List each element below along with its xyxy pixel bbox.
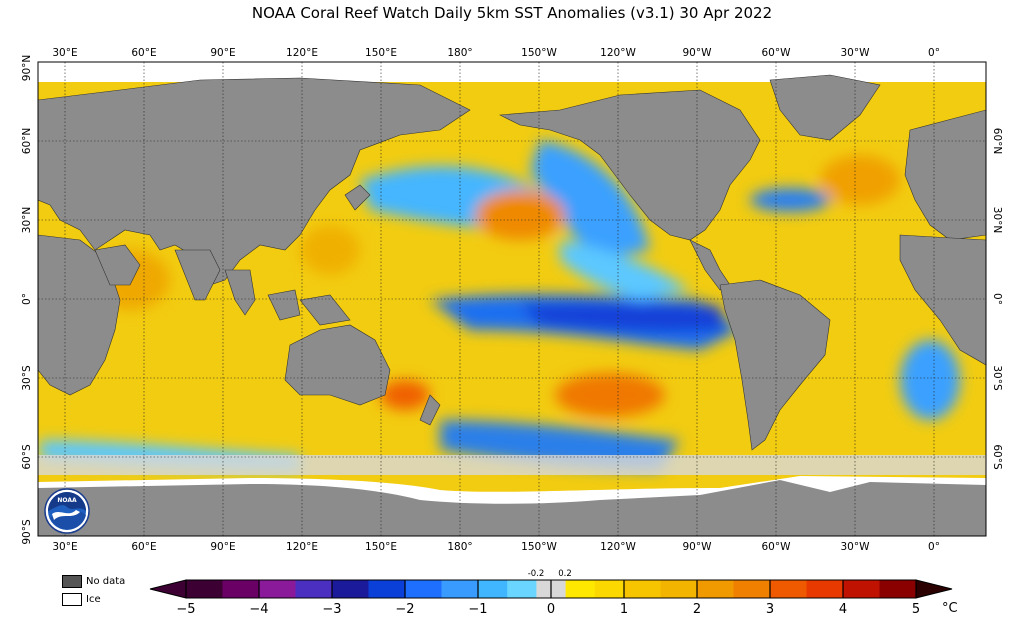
ice-label: Ice — [86, 594, 101, 605]
noaa-logo: NOAA — [44, 488, 90, 534]
nodata-label: No data — [86, 576, 126, 587]
lon-label: 60°E — [131, 47, 156, 59]
graticule — [38, 62, 986, 536]
lon-label: 30°W — [841, 541, 871, 553]
lon-label: 90°W — [683, 541, 713, 553]
latitude-labels-right: 60°N 30°N 0° 30°S 60°S — [991, 128, 1003, 470]
lat-label: 60°N — [991, 128, 1003, 154]
legend-nodata: No data — [62, 575, 125, 588]
lon-label: 150°W — [521, 47, 557, 59]
map-title: NOAA Coral Reef Watch Daily 5km SST Anom… — [251, 4, 773, 22]
ice-swatch — [62, 593, 82, 606]
lon-label: 180° — [447, 541, 472, 553]
longitude-labels-top: 30°E 60°E 90°E 120°E 150°E 180° 150°W 12… — [52, 47, 940, 59]
lon-label: 120°E — [286, 47, 318, 59]
lat-label: 90°N — [21, 55, 33, 81]
lon-label: 150°W — [521, 541, 557, 553]
lat-label: 0° — [991, 293, 1003, 305]
lon-label: 60°W — [762, 541, 792, 553]
lon-label: 90°E — [210, 47, 235, 59]
lon-label: 150°E — [365, 541, 397, 553]
lon-label: 30°E — [52, 47, 77, 59]
lon-label: 180° — [447, 47, 472, 59]
land-masses — [38, 74, 986, 451]
lon-label: 120°E — [286, 541, 318, 553]
lon-label: 30°W — [841, 47, 871, 59]
lat-label: 90°S — [21, 519, 33, 545]
lat-label: 30°S — [991, 365, 1003, 391]
longitude-labels-bottom: 30°E 60°E 90°E 120°E 150°E 180° 150°W 12… — [52, 541, 940, 553]
lon-label: 0° — [928, 47, 940, 59]
lat-label: 30°S — [21, 365, 33, 391]
lat-label: 60°S — [991, 444, 1003, 470]
lon-label: 90°W — [683, 47, 713, 59]
map-frame — [37, 61, 987, 537]
lat-label: 30°N — [21, 207, 33, 233]
lon-label: 90°E — [210, 541, 235, 553]
lat-label: 0° — [21, 293, 33, 305]
lat-label: 30°N — [991, 207, 1003, 233]
lon-label: 120°W — [600, 541, 636, 553]
antarctica-landmass — [38, 480, 986, 536]
legend-ice: Ice — [62, 593, 101, 606]
lat-label: 60°S — [21, 444, 33, 470]
lon-label: 0° — [928, 541, 940, 553]
lon-label: 30°E — [52, 541, 77, 553]
lon-label: 60°W — [762, 47, 792, 59]
lon-label: 120°W — [600, 47, 636, 59]
nodata-swatch — [62, 575, 82, 588]
latitude-labels-left: 90°N 60°N 30°N 0° 30°S 60°S 90°S — [21, 55, 33, 545]
svg-text:NOAA: NOAA — [57, 497, 77, 504]
lon-label: 150°E — [365, 47, 397, 59]
lon-label: 60°E — [131, 541, 156, 553]
lat-label: 60°N — [21, 128, 33, 154]
